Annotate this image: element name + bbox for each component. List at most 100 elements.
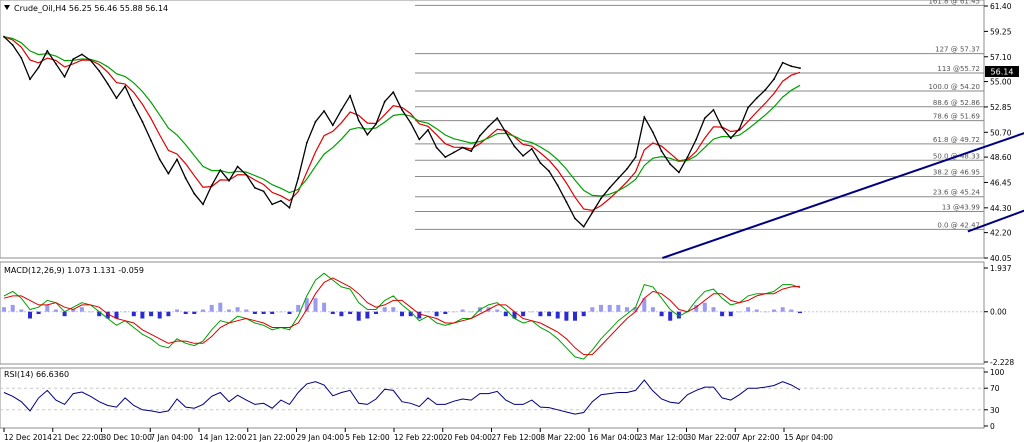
macd-histogram-bar [296,304,301,312]
macd-histogram-bar [711,307,716,312]
time-tick-label: 23 Mar 12:00 [638,433,688,442]
price-point [470,150,473,153]
macd-histogram-bar [720,311,725,317]
price-point [686,156,689,159]
macd-histogram-bar [512,311,517,319]
macd-axis: 1.937 0.00 -2.228 [984,264,1014,367]
macd-histogram-bar [443,311,448,314]
channel-upper-line [662,132,1024,259]
macd-histogram-bar [426,311,430,313]
macd-histogram-bar [235,307,240,312]
price-point [608,186,611,189]
price-point [409,122,412,124]
macd-histogram-bar [166,311,171,317]
rsi-tick-label: 70 [990,384,1000,393]
rsi-tick-label: 0 [990,422,995,431]
price-point [305,142,308,144]
macd-histogram-bar [28,311,32,319]
price-header-label: Crude_Oil,H4 56.25 56.46 55.88 56.14 [14,4,168,13]
time-tick-label: 8 Mar 22:00 [540,433,586,442]
rsi-axis: 100 70 30 0 [984,368,1005,431]
price-point [496,117,499,119]
time-tick-label: 27 Feb 12:00 [492,433,541,442]
price-point [297,177,300,180]
macd-pane[interactable] [0,261,985,365]
macd-histogram-bar [192,311,197,314]
macd-histogram-bar [668,311,673,321]
price-point [366,133,369,136]
ma-fast-line [3,36,801,212]
macd-tick-label: 1.937 [990,264,1012,273]
price-point [331,124,334,127]
macd-histogram-bar [521,311,526,317]
macd-histogram-bar [79,307,84,312]
macd-histogram-bar [469,311,474,313]
rsi-line [3,379,801,415]
price-point [141,120,144,123]
price-tick-label: 59.25 [990,27,1012,36]
price-point [20,57,23,59]
price-point [721,126,723,129]
macd-histogram-bar [339,311,344,317]
macd-histogram-bar [772,309,776,312]
macd-histogram-bar [287,311,292,314]
macd-histogram-bar [408,311,413,317]
price-point [747,106,749,109]
macd-histogram-bar [252,311,257,314]
price-point [617,177,620,180]
macd-histogram-bar [538,311,543,317]
price-tick-label: 46.45 [990,178,1012,187]
price-point [565,201,568,203]
macd-tick-label: -2.228 [990,358,1014,367]
macd-histogram-bar [270,311,275,314]
price-point [634,156,637,159]
macd-histogram-bar [789,309,794,312]
price-point [202,203,204,206]
price-tick-label: 50.70 [990,128,1012,137]
macd-histogram-bar [45,304,50,312]
price-point [383,100,386,103]
macd-histogram-bar [36,311,41,314]
macd-histogram-bar [175,309,179,312]
price-point [150,139,153,142]
macd-histogram-bar [694,304,699,312]
macd-histogram-bar [633,307,638,312]
price-point [115,97,118,99]
time-tick-label: 7 Jan 04:00 [150,433,193,442]
macd-histogram-bar [131,311,136,317]
price-pane[interactable] [0,0,985,259]
price-point [781,61,784,64]
macd-histogram-bar [650,307,655,312]
macd-histogram-bar [555,311,560,319]
macd-histogram-bar [62,311,67,317]
macd-histogram-bar [625,307,629,312]
macd-histogram-bar [97,311,102,317]
macd-histogram-bar [642,298,647,312]
macd-histogram-bar [581,311,586,317]
price-point [236,165,239,168]
macd-histogram-bar [382,307,387,312]
price-point [323,110,325,112]
macd-histogram-bar [599,304,603,312]
menu-triangle-icon[interactable] [4,5,10,10]
time-tick-label: 15 Apr 04:00 [784,433,833,442]
fib-level-label: 78.6 @ 51.69 [933,113,980,121]
macd-histogram-bar [728,311,733,317]
price-point [228,179,230,182]
price-point [504,131,507,134]
rsi-pane[interactable] [0,367,985,429]
price-point [29,78,31,81]
fib-level-label: 161.8 @ 61.45 [928,0,980,5]
price-point [626,168,628,170]
price-tick-label: 48.60 [990,153,1012,162]
price-tick-label: 40.05 [990,254,1012,263]
macd-histogram-bar [140,311,145,319]
price-tick-label: 55.00 [990,78,1012,87]
price-point [764,88,767,91]
price-tick-label: 44.30 [990,204,1012,213]
macd-histogram-bar [659,311,664,317]
price-point [3,35,5,38]
macd-histogram-bar [798,311,802,314]
price-series-layer [3,35,801,228]
